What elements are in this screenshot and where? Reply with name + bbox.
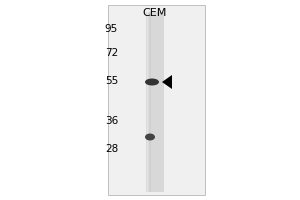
Text: 95: 95 <box>105 24 118 34</box>
Text: CEM: CEM <box>143 8 167 18</box>
Text: 72: 72 <box>105 48 118 58</box>
Bar <box>148 12 151 192</box>
Bar <box>147 12 150 192</box>
Bar <box>108 5 205 195</box>
Text: 28: 28 <box>105 144 118 154</box>
Bar <box>148 12 150 192</box>
Text: 55: 55 <box>105 76 118 86</box>
Text: 36: 36 <box>105 116 118 126</box>
Bar <box>148 12 151 192</box>
Bar <box>147 12 149 192</box>
Bar <box>146 12 148 192</box>
Bar <box>146 12 149 192</box>
Polygon shape <box>162 75 172 89</box>
Bar <box>146 12 164 192</box>
Ellipse shape <box>145 78 159 86</box>
Ellipse shape <box>145 134 155 141</box>
